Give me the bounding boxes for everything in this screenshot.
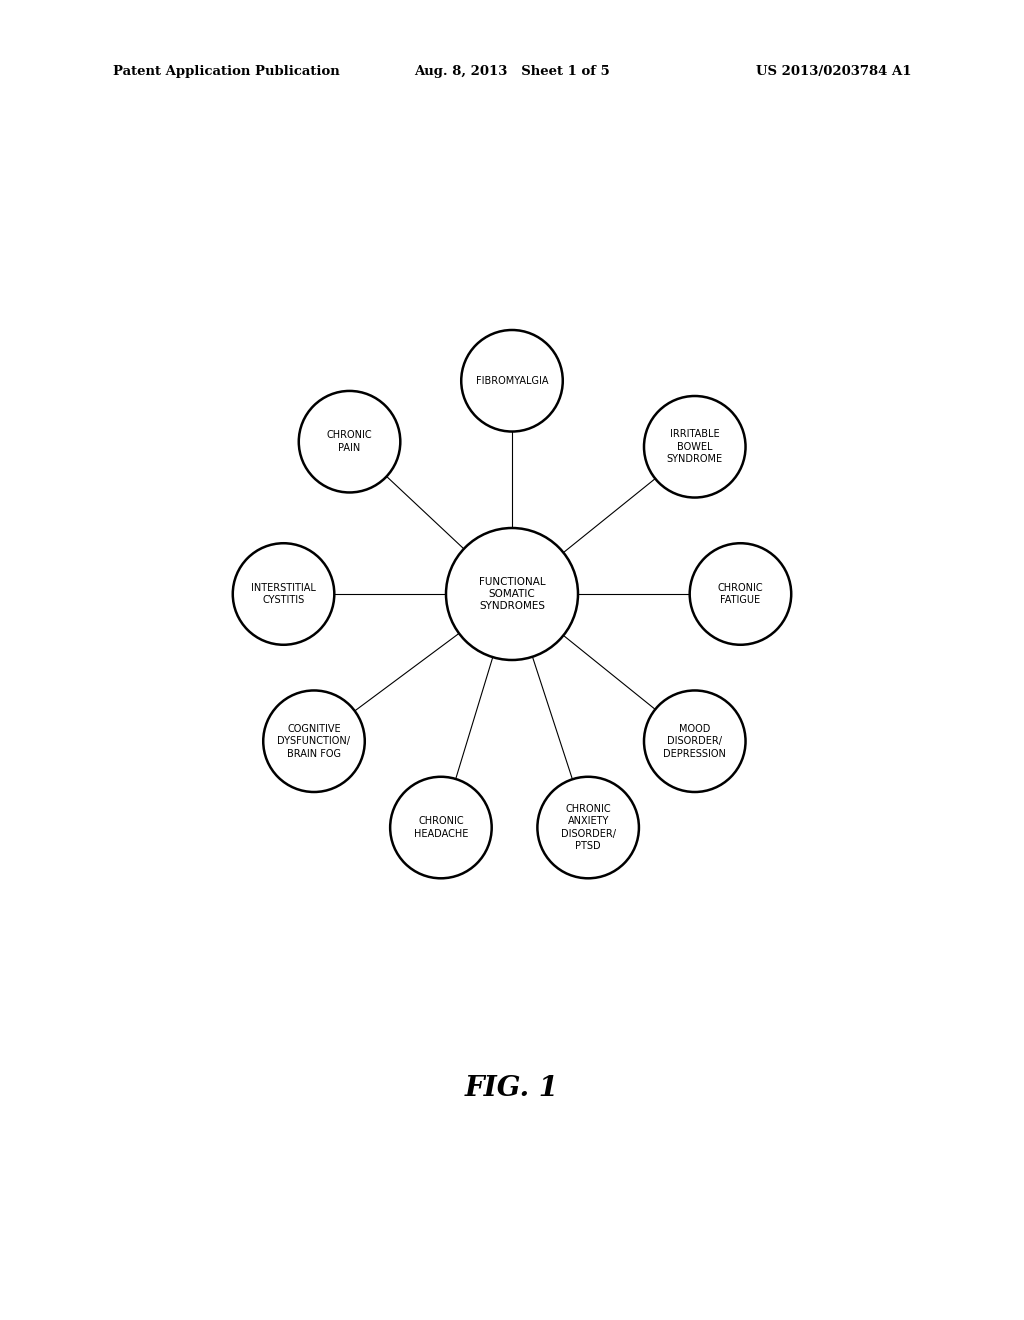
Text: FIBROMYALGIA: FIBROMYALGIA <box>476 376 548 385</box>
Text: Patent Application Publication: Patent Application Publication <box>113 65 339 78</box>
Text: CHRONIC
PAIN: CHRONIC PAIN <box>327 430 373 453</box>
Circle shape <box>690 544 792 644</box>
Circle shape <box>461 330 563 432</box>
Circle shape <box>446 528 578 660</box>
Text: COGNITIVE
DYSFUNCTION/
BRAIN FOG: COGNITIVE DYSFUNCTION/ BRAIN FOG <box>278 723 350 759</box>
Circle shape <box>299 391 400 492</box>
Text: FIG. 1: FIG. 1 <box>465 1076 559 1102</box>
Circle shape <box>538 776 639 878</box>
Text: US 2013/0203784 A1: US 2013/0203784 A1 <box>756 65 911 78</box>
Text: Aug. 8, 2013   Sheet 1 of 5: Aug. 8, 2013 Sheet 1 of 5 <box>414 65 610 78</box>
Text: CHRONIC
ANXIETY
DISORDER/
PTSD: CHRONIC ANXIETY DISORDER/ PTSD <box>561 804 615 851</box>
Circle shape <box>232 544 334 644</box>
Text: IRRITABLE
BOWEL
SYNDROME: IRRITABLE BOWEL SYNDROME <box>667 429 723 465</box>
Circle shape <box>644 396 745 498</box>
Text: INTERSTITIAL
CYSTITIS: INTERSTITIAL CYSTITIS <box>251 583 316 605</box>
Circle shape <box>644 690 745 792</box>
Text: MOOD
DISORDER/
DEPRESSION: MOOD DISORDER/ DEPRESSION <box>664 723 726 759</box>
Text: CHRONIC
HEADACHE: CHRONIC HEADACHE <box>414 816 468 838</box>
Circle shape <box>390 776 492 878</box>
Circle shape <box>263 690 365 792</box>
Text: FUNCTIONAL
SOMATIC
SYNDROMES: FUNCTIONAL SOMATIC SYNDROMES <box>478 577 546 611</box>
Text: CHRONIC
FATIGUE: CHRONIC FATIGUE <box>718 583 763 605</box>
